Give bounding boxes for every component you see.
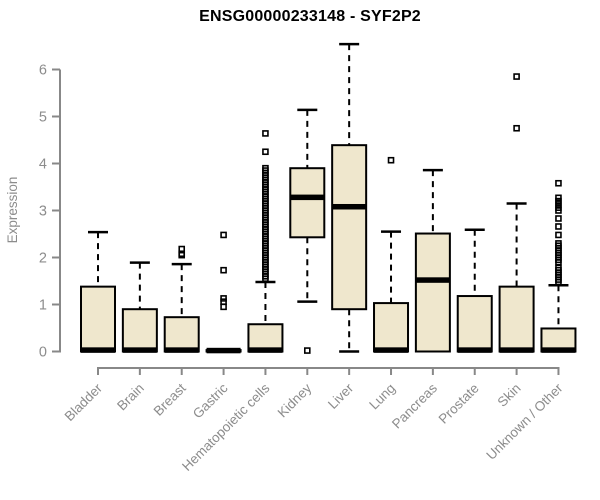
outlier-point-lung: [387, 156, 395, 164]
median-lung: [374, 347, 409, 353]
y-tick-label: 0: [39, 345, 47, 361]
outlier-point-skin: [513, 73, 520, 80]
box-group-brain: [121, 261, 158, 353]
x-tick-label-gastric: Gastric: [190, 380, 231, 421]
outlier-point-kidney: [303, 347, 311, 354]
median-brain: [122, 347, 157, 353]
median-breast: [164, 347, 199, 353]
y-tick-label: 4: [39, 157, 47, 173]
box-liver: [331, 144, 368, 311]
outlier-point-unknown-other: [555, 223, 562, 230]
median-prostate: [457, 347, 492, 353]
box-skin: [498, 285, 535, 353]
y-axis: 0 1 2 3 4 5 6 Expression: [5, 63, 61, 361]
x-tick-label-unknown-other: Unknown / Other: [483, 380, 566, 463]
y-tick-label: 6: [39, 63, 47, 79]
x-tick-label-pancreas: Pancreas: [389, 380, 440, 431]
x-tick-label-lung: Lung: [366, 381, 398, 413]
box-group-kidney: [289, 108, 326, 354]
box-kidney: [289, 167, 326, 239]
x-tick-label-breast: Breast: [151, 380, 189, 418]
outlier-point-unknown-other: [555, 194, 562, 202]
outlier-point-hematopoietic-cells: [262, 164, 269, 172]
x-tick-label-liver: Liver: [325, 380, 357, 412]
x-tick-label-kidney: Kidney: [275, 380, 315, 420]
box-group-unknown-other: [540, 179, 577, 353]
x-tick-label-brain: Brain: [114, 381, 147, 414]
x-tick-label-bladder: Bladder: [62, 380, 106, 424]
median-hematopoietic-cells: [248, 347, 283, 353]
outlier-point-skin: [513, 124, 520, 132]
y-tick-label: 5: [39, 110, 47, 126]
box-group-breast: [163, 245, 200, 353]
outlier-point-unknown-other: [555, 215, 562, 222]
box-group-hematopoietic-cells: [247, 130, 284, 353]
outlier-point-breast: [178, 245, 186, 253]
box-group-skin: [498, 73, 535, 353]
box-brain: [121, 308, 158, 353]
median-bladder: [81, 347, 115, 353]
median-skin: [499, 347, 534, 353]
y-axis-label: Expression: [5, 177, 20, 244]
y-tick-label: 1: [39, 298, 47, 314]
box-breast: [163, 316, 200, 353]
median-kidney: [290, 194, 325, 201]
outlier-point-hematopoietic-cells: [262, 130, 269, 137]
median-gastric: [206, 347, 241, 354]
x-tick-label-skin: Skin: [495, 381, 524, 410]
box-prostate: [456, 295, 493, 353]
median-liver: [332, 203, 367, 210]
outlier-point-gastric: [220, 303, 227, 311]
box-group-lung: [373, 156, 410, 353]
box-group-gastric: [205, 231, 242, 354]
outlier-point-unknown-other: [555, 240, 562, 247]
x-tick-label-prostate: Prostate: [436, 381, 482, 427]
box-bladder: [80, 285, 116, 353]
outlier-point-hematopoietic-cells: [262, 148, 269, 156]
box-group-pancreas: [414, 168, 451, 353]
median-pancreas: [415, 277, 450, 283]
outlier-point-gastric: [220, 295, 227, 302]
y-tick-label: 2: [39, 251, 47, 267]
y-tick-label: 3: [39, 204, 47, 220]
box-pancreas: [414, 232, 451, 353]
box-group-prostate: [456, 228, 493, 353]
outlier-point-gastric: [220, 266, 227, 274]
box-group-bladder: [80, 230, 116, 353]
outlier-point-gastric: [220, 231, 227, 239]
box-lung: [373, 302, 410, 353]
box-group-liver: [331, 42, 368, 353]
outlier-point-unknown-other: [555, 179, 562, 187]
box-hematopoietic-cells: [247, 323, 284, 353]
outlier-point-unknown-other: [555, 231, 562, 239]
chart-title: ENSG00000233148 - SYF2P2: [199, 8, 421, 25]
median-unknown-other: [541, 347, 576, 353]
